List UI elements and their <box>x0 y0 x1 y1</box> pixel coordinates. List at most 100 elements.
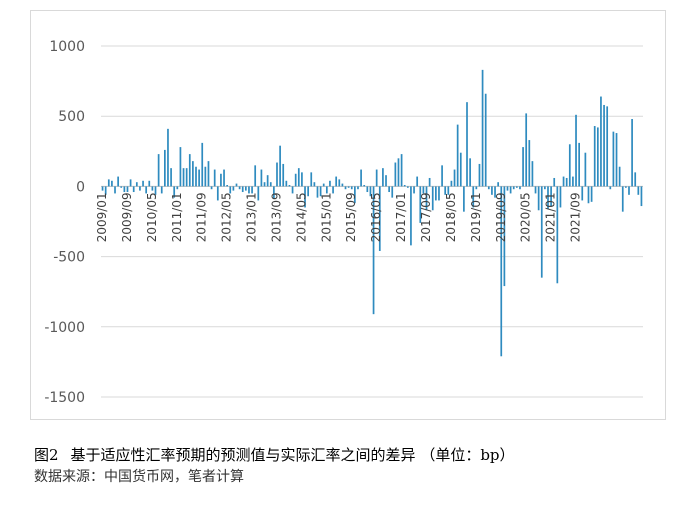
bar <box>120 186 123 188</box>
bar <box>590 186 593 202</box>
bar <box>357 186 359 190</box>
grid-layer <box>101 45 643 398</box>
bar <box>425 186 428 211</box>
bar <box>273 186 275 200</box>
bar <box>325 186 328 194</box>
bar <box>329 180 331 187</box>
bar <box>316 186 319 198</box>
bar <box>139 186 141 191</box>
bar <box>503 186 506 287</box>
bar <box>450 180 453 187</box>
bar <box>422 186 425 194</box>
bar <box>269 182 272 187</box>
bar <box>335 176 338 187</box>
bar <box>453 169 456 187</box>
bar <box>195 166 197 187</box>
chart-svg: 1000 500 0 -500 -1000 -1500 2009/01 2009/09 201… <box>44 39 643 406</box>
bar <box>640 186 643 207</box>
bar <box>132 186 135 193</box>
bar <box>111 180 113 187</box>
y-tick-label: 0 <box>76 179 85 195</box>
bar <box>307 186 309 197</box>
bar <box>550 186 552 207</box>
bar <box>104 186 107 195</box>
bar <box>475 186 478 190</box>
bar <box>385 175 387 187</box>
bar <box>123 186 126 193</box>
bar <box>266 175 269 187</box>
x-tick-label: 2010/05 <box>145 192 159 242</box>
bar <box>584 152 587 187</box>
bar <box>388 186 390 193</box>
bar <box>226 185 229 187</box>
bar <box>363 185 366 187</box>
figure-caption: 图2 基于适应性汇率预期的预测值与实际汇率之间的差异 （单位：bp） <box>34 444 515 465</box>
bar <box>572 176 574 187</box>
bar <box>260 169 263 187</box>
bar <box>506 186 509 191</box>
bar <box>494 186 496 198</box>
bar <box>204 166 207 187</box>
bar <box>332 186 334 194</box>
x-tick-label: 2013/09 <box>269 192 283 242</box>
bar <box>528 140 531 187</box>
bar <box>160 186 163 194</box>
bar <box>478 163 481 187</box>
bar <box>637 186 640 195</box>
bar <box>322 183 325 187</box>
bar <box>220 173 222 187</box>
bar <box>587 186 590 204</box>
bar <box>192 161 194 187</box>
bar <box>201 142 204 187</box>
bar <box>238 186 241 190</box>
x-tick-label: 2011/09 <box>195 192 209 242</box>
bar <box>400 154 403 187</box>
bar <box>562 176 565 187</box>
x-tick-label: 2017/09 <box>419 192 433 242</box>
bar <box>497 182 500 187</box>
bar <box>129 179 132 187</box>
bar <box>481 69 484 187</box>
bar <box>459 152 462 187</box>
bar <box>285 180 288 187</box>
bar <box>375 169 378 187</box>
bar <box>578 142 580 187</box>
bar <box>185 168 188 187</box>
bar <box>101 186 104 191</box>
bar <box>519 186 521 190</box>
bar <box>338 179 341 187</box>
bar <box>525 113 528 187</box>
bar <box>142 180 144 187</box>
bar <box>263 182 266 187</box>
x-tick-label: 2020/05 <box>519 192 533 242</box>
bar <box>254 165 257 187</box>
bar <box>625 186 627 188</box>
x-tick-label: 2015/09 <box>344 192 358 242</box>
bar <box>618 166 621 187</box>
bar <box>251 186 253 194</box>
bar <box>282 163 285 187</box>
bar <box>229 186 232 194</box>
bar <box>565 177 568 187</box>
x-tick-label: 2016/05 <box>369 192 383 242</box>
bar <box>484 93 487 187</box>
bar <box>447 186 450 195</box>
bar <box>148 180 151 187</box>
chart-frame: 1000 500 0 -500 -1000 -1500 2009/01 2009/09 201… <box>30 10 666 420</box>
x-tick-layer: 2009/01 2009/09 2010/05 2011/01 2011/09 2012/… <box>95 192 582 242</box>
bar <box>428 177 431 187</box>
bar <box>167 128 169 187</box>
bar <box>372 186 375 315</box>
data-source-note: 数据来源：中国货币网，笔者计算 <box>34 469 244 485</box>
bar <box>606 106 609 187</box>
bar <box>615 133 618 187</box>
bar <box>354 186 356 204</box>
bar <box>593 126 596 187</box>
bar <box>319 186 322 197</box>
x-tick-label: 2019/01 <box>469 192 483 242</box>
figure-caption-text: 基于适应性汇率预期的预测值与实际汇率之间的差异 （单位：bp） <box>70 446 515 464</box>
bar <box>509 186 512 194</box>
bar <box>294 173 297 187</box>
bar <box>596 127 599 187</box>
bar <box>154 186 157 195</box>
